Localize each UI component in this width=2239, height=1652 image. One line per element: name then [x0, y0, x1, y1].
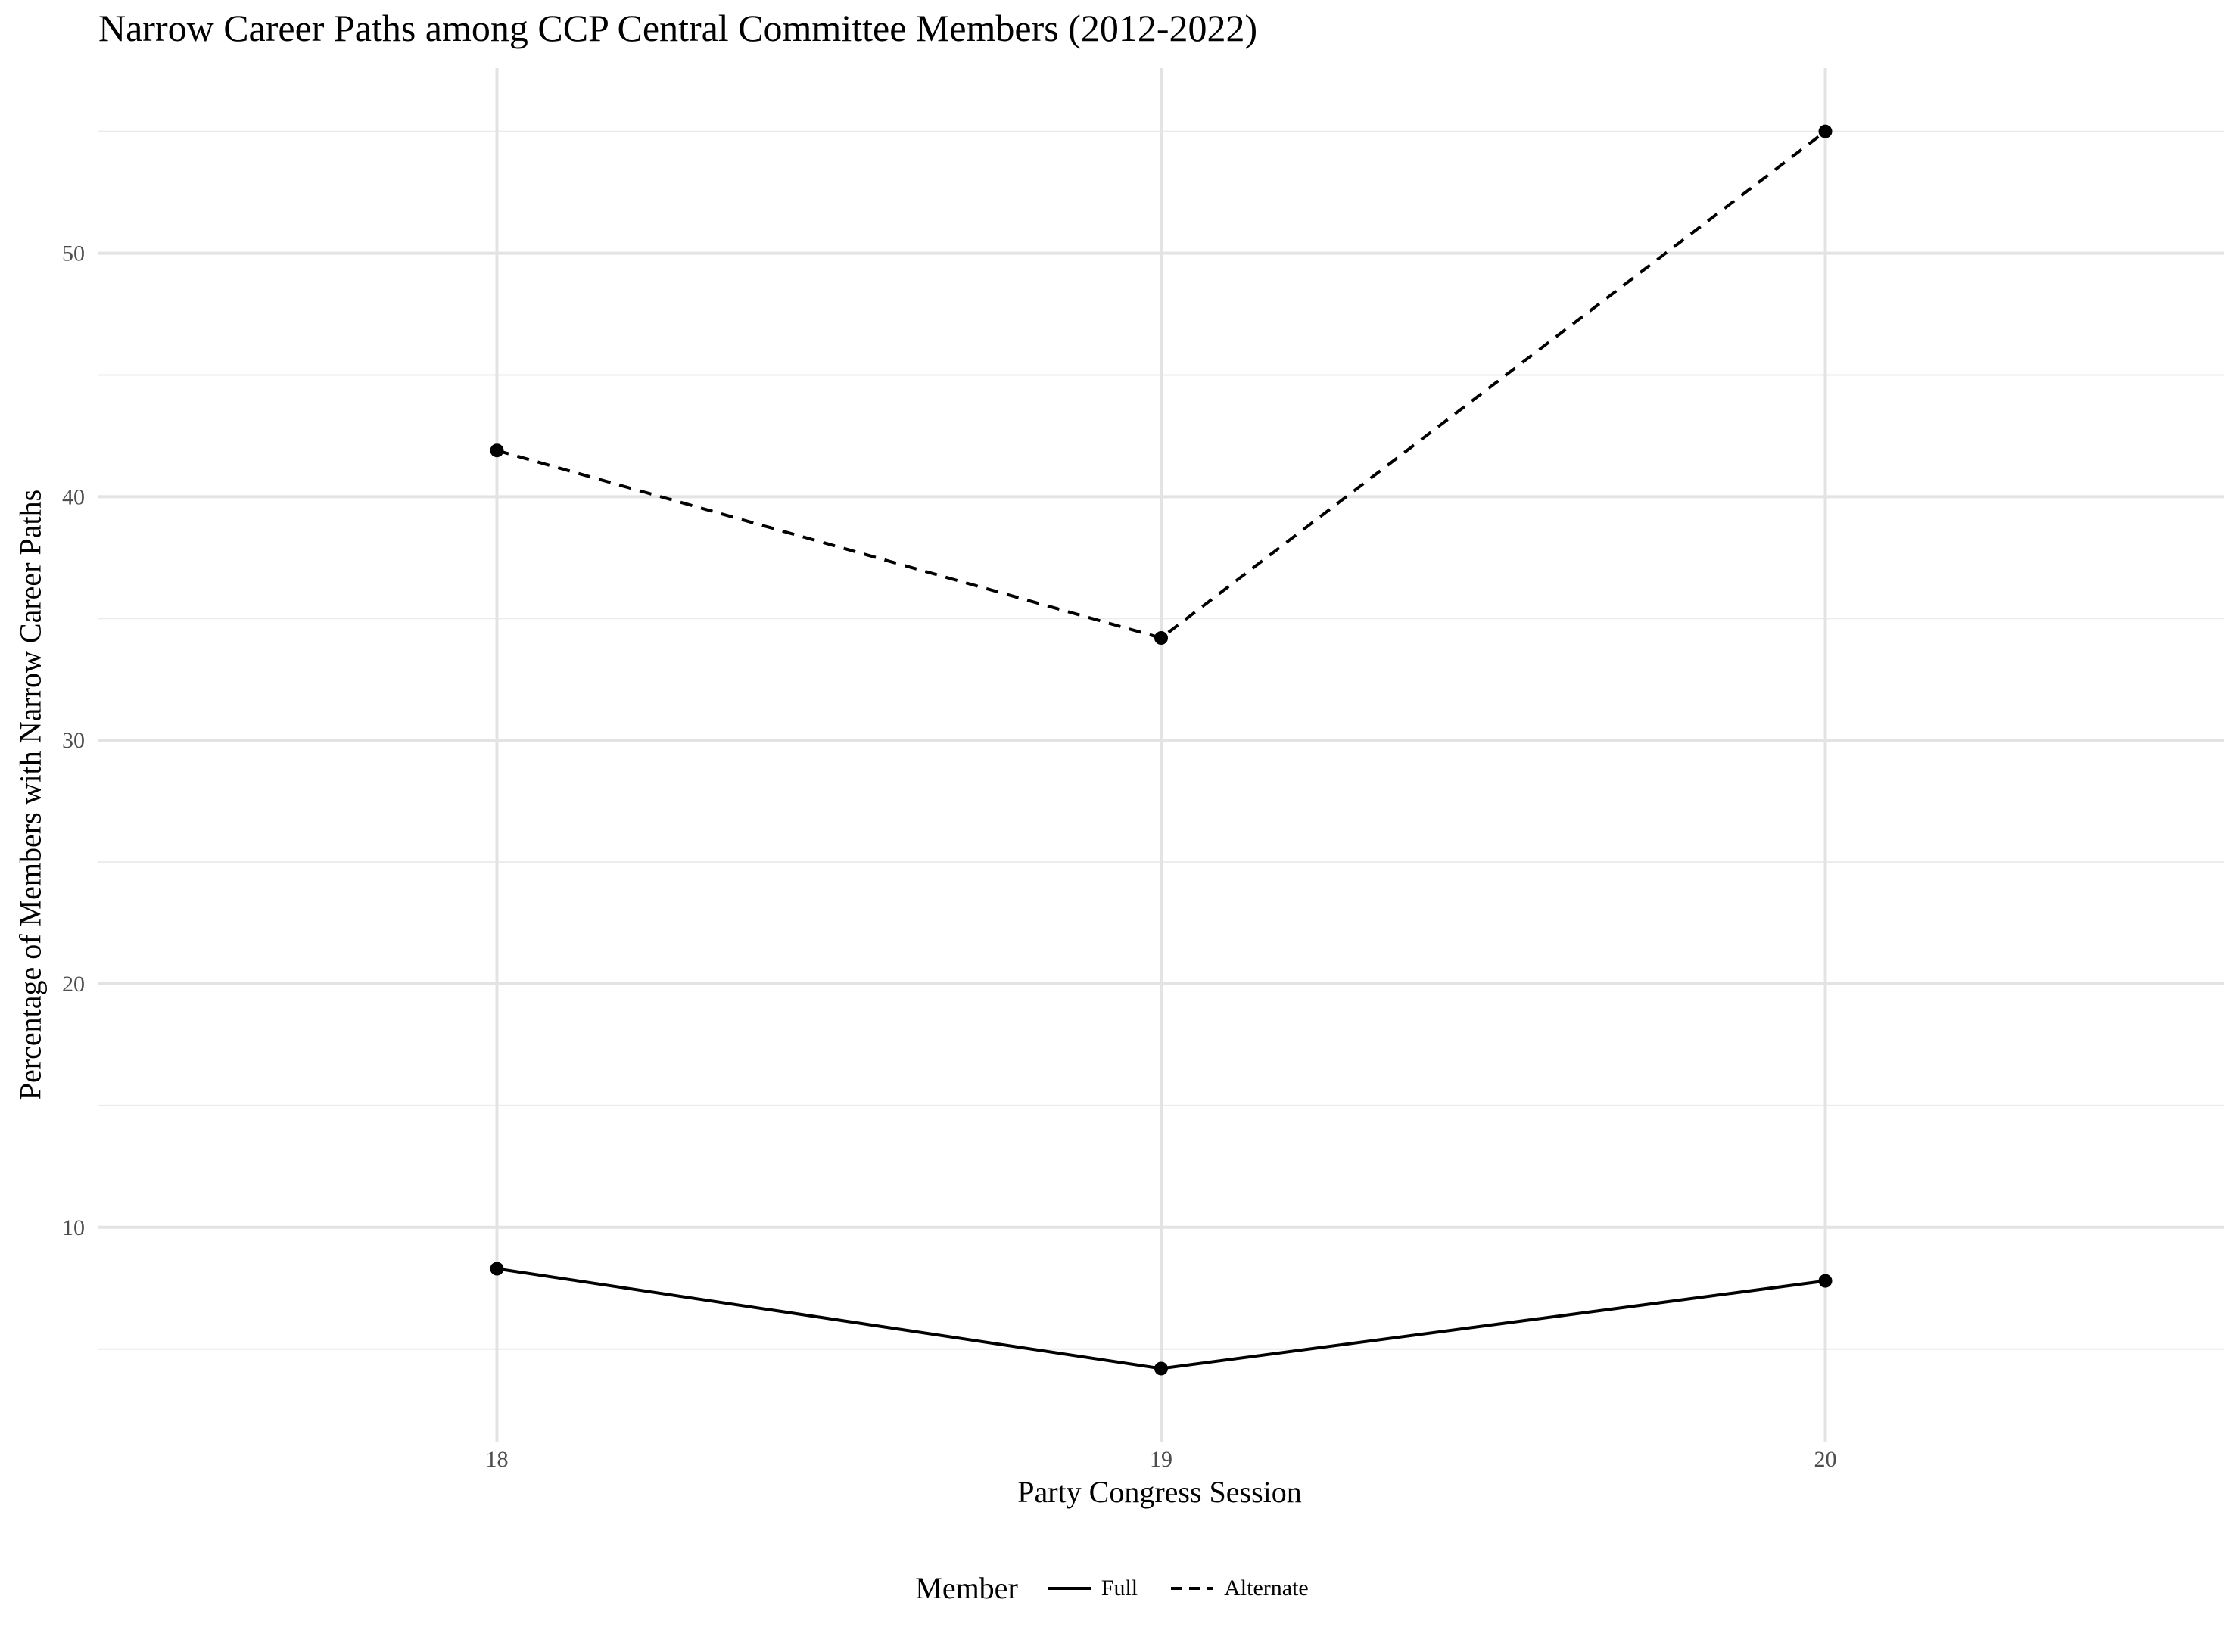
y-tick-label: 50	[62, 241, 85, 266]
y-axis-label: Percentage of Members with Narrow Career…	[13, 489, 48, 1100]
x-tick-label: 19	[1150, 1447, 1172, 1472]
legend-key-solid	[1048, 1586, 1091, 1590]
legend-key-dashed	[1171, 1586, 1214, 1590]
x-axis-ticks: 18 19 20	[486, 1447, 1837, 1472]
y-tick-label: 30	[62, 728, 85, 753]
x-tick-label: 20	[1814, 1447, 1837, 1472]
data-point-alternate	[1154, 631, 1168, 646]
chart-title: Narrow Career Paths among CCP Central Co…	[98, 7, 1258, 49]
y-tick-label: 40	[62, 484, 85, 509]
x-axis-label: Party Congress Session	[1017, 1475, 1302, 1509]
legend-item-alternate: Alternate	[1171, 1576, 1309, 1601]
y-axis-ticks: 10 20 30 40 50	[62, 241, 85, 1240]
data-point-alternate	[1818, 124, 1833, 138]
data-point-full	[490, 1262, 504, 1276]
data-point-full	[1818, 1274, 1833, 1288]
legend-title: Member	[915, 1571, 1018, 1605]
grid-lines	[98, 68, 2224, 1442]
legend: Member Full Alternate	[0, 1570, 2239, 1606]
legend-item-full: Full	[1048, 1576, 1138, 1601]
legend-label-full: Full	[1101, 1575, 1138, 1601]
series-points	[490, 124, 1833, 1376]
data-point-alternate	[490, 443, 504, 458]
x-tick-label: 18	[486, 1447, 509, 1472]
y-tick-label: 20	[62, 972, 85, 997]
legend-label-alternate: Alternate	[1224, 1575, 1309, 1601]
y-tick-label: 10	[62, 1215, 85, 1240]
data-point-full	[1154, 1361, 1168, 1376]
